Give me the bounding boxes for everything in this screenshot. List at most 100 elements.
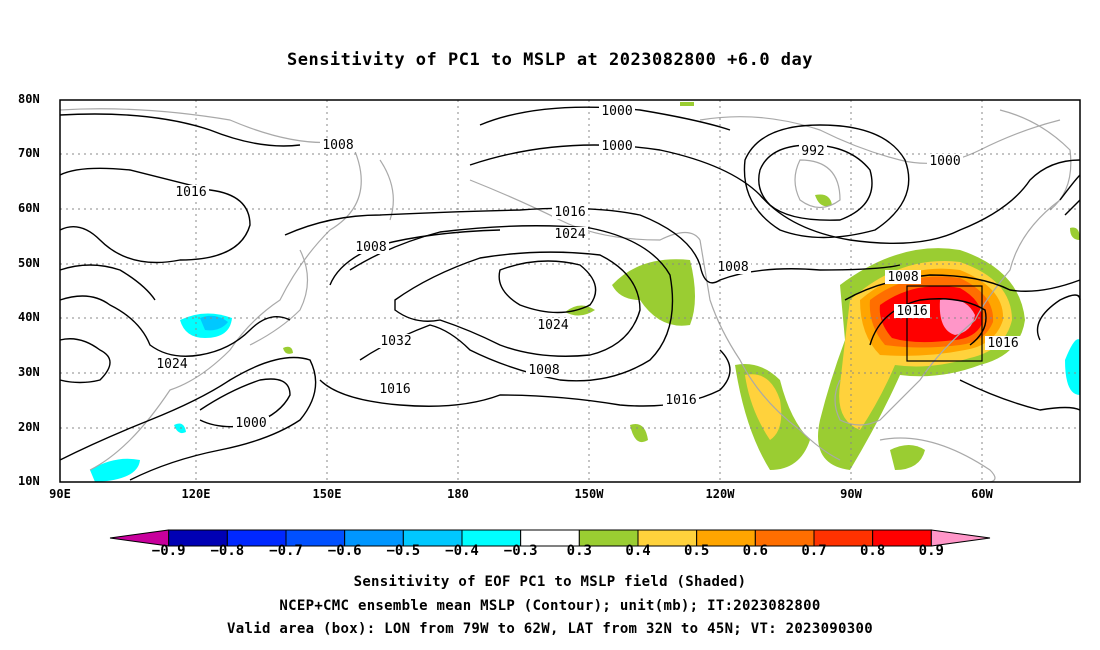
colorbar [109, 529, 991, 547]
contour-label-bg [353, 240, 389, 254]
contour-label: 1016 [175, 185, 206, 200]
coast-na-west [699, 239, 841, 461]
colorbar-tick-label: 0.7 [801, 543, 827, 559]
colorbar-tick-label: −0.9 [151, 543, 186, 559]
contour-label-bg [985, 336, 1021, 350]
contour-label-bg [599, 104, 635, 118]
contour-label: 1016 [665, 393, 696, 408]
lon-label: 90E [49, 487, 71, 501]
coast-greenland [999, 109, 1072, 211]
contour-label: 1032 [380, 334, 411, 349]
coast-asia [59, 108, 362, 471]
lon-label: 60W [971, 487, 993, 501]
valid-area-box [906, 285, 983, 362]
lon-label: 120W [705, 487, 735, 501]
shade-green-hawaii [630, 424, 648, 443]
colorbar-tick-label: −0.3 [503, 543, 538, 559]
coast-kamchatka [379, 159, 394, 221]
contour-label-bg [535, 318, 571, 332]
shade-green-pacific [612, 259, 695, 326]
contour-label-bg [894, 304, 930, 318]
contour-label: 1008 [717, 260, 748, 275]
colorbar-tick-label: 0.9 [918, 543, 944, 559]
shade-green-atlantic [1070, 227, 1080, 240]
contour-label-bg [233, 416, 269, 430]
contour-label-bg [599, 139, 635, 153]
lat-label: 80N [18, 92, 40, 106]
coastlines [59, 108, 1072, 483]
colorbar-tick-label: −0.8 [210, 543, 245, 559]
contour-label: 1008 [887, 270, 918, 285]
colorbar-tick-label: −0.7 [269, 543, 303, 559]
coast-na-east [834, 199, 1061, 426]
lat-label: 70N [18, 146, 40, 160]
shade-skyblue-asia [200, 315, 228, 331]
map-title: Sensitivity of PC1 to MSLP at 2023082800… [286, 50, 813, 70]
contour-label-bg [320, 138, 356, 152]
contour-label: 1016 [379, 382, 410, 397]
contour-label-bg [715, 260, 751, 274]
contour-label: 992 [801, 144, 824, 159]
contour-labels: 1000 1000 1008 992 1000 1016 1016 1024 1008 1008 1… [154, 104, 1021, 431]
contour-label-bg [173, 185, 209, 199]
contour-label: 1024 [537, 318, 568, 333]
contour-label-bg [378, 334, 414, 348]
colorbar-tick-label: 0.6 [742, 543, 768, 559]
lat-label: 40N [18, 310, 40, 324]
lon-label: 150W [574, 487, 604, 501]
colorbar-tick-label: −0.5 [386, 543, 421, 559]
coast-hudson [794, 159, 841, 209]
colorbar-swatch [930, 529, 991, 547]
lat-label: 50N [18, 256, 40, 270]
contour-label: 1016 [987, 336, 1018, 351]
shade-green-gulf [890, 445, 925, 470]
contour-label: 1000 [601, 104, 632, 119]
colorbar-tick-label: 0.8 [860, 543, 886, 559]
contour-label-bg [927, 154, 963, 168]
lat-label: 60N [18, 201, 40, 215]
contour-label-bg [154, 357, 190, 371]
shade-cyan-scs [90, 458, 140, 482]
colorbar-tick-label: 0.3 [566, 543, 592, 559]
lon-label: 120E [181, 487, 211, 501]
contour-label: 1008 [355, 240, 386, 255]
colorbar-tick-label: −0.6 [327, 543, 362, 559]
shade-cyan-atl [1065, 339, 1080, 395]
lat-label: 10N [18, 474, 40, 488]
contour-label: 1008 [528, 363, 559, 378]
contour-label: 1024 [156, 357, 187, 372]
colorbar-tick-label: 0.5 [684, 543, 710, 559]
shade-green-japan [283, 346, 293, 354]
contour-label-bg [663, 393, 699, 407]
caption-line-2: NCEP+CMC ensemble mean MSLP (Contour); u… [279, 598, 821, 614]
colorbar-tick-label: −0.4 [445, 543, 479, 559]
shade-yellow-mexico [745, 374, 782, 440]
contour-label: 1000 [601, 139, 632, 154]
caption-line-3: Valid area (box): LON from 79W to 62W, L… [227, 621, 873, 637]
contour-label: 1024 [554, 227, 585, 242]
coast-japan [249, 249, 309, 346]
contour-label-bg [552, 205, 588, 219]
lon-label: 90W [840, 487, 862, 501]
caption-line-1: Sensitivity of EOF PC1 to MSLP field (Sh… [353, 574, 747, 590]
lon-label: 180 [447, 487, 469, 501]
contour-label: 1000 [929, 154, 960, 169]
contour-label: 1016 [896, 304, 927, 319]
contour-label-bg [377, 382, 413, 396]
shade-green-arctic [680, 102, 694, 106]
contour-label: 1008 [322, 138, 353, 153]
plot-frame [59, 99, 1081, 483]
coast-na-north [699, 116, 1061, 164]
lon-label: 150E [312, 487, 342, 501]
contour-label-bg [526, 363, 562, 377]
coast-alaska [469, 179, 701, 241]
contour-label-bg [885, 270, 921, 284]
shade-green-small [565, 305, 595, 316]
colorbar-tick-label: 0.4 [625, 543, 651, 559]
coast-caribbean [879, 437, 996, 483]
contour-label: 1016 [554, 205, 585, 220]
contour-label: 1000 [235, 416, 266, 431]
lat-label: 30N [18, 365, 40, 379]
lat-label: 20N [18, 420, 40, 434]
